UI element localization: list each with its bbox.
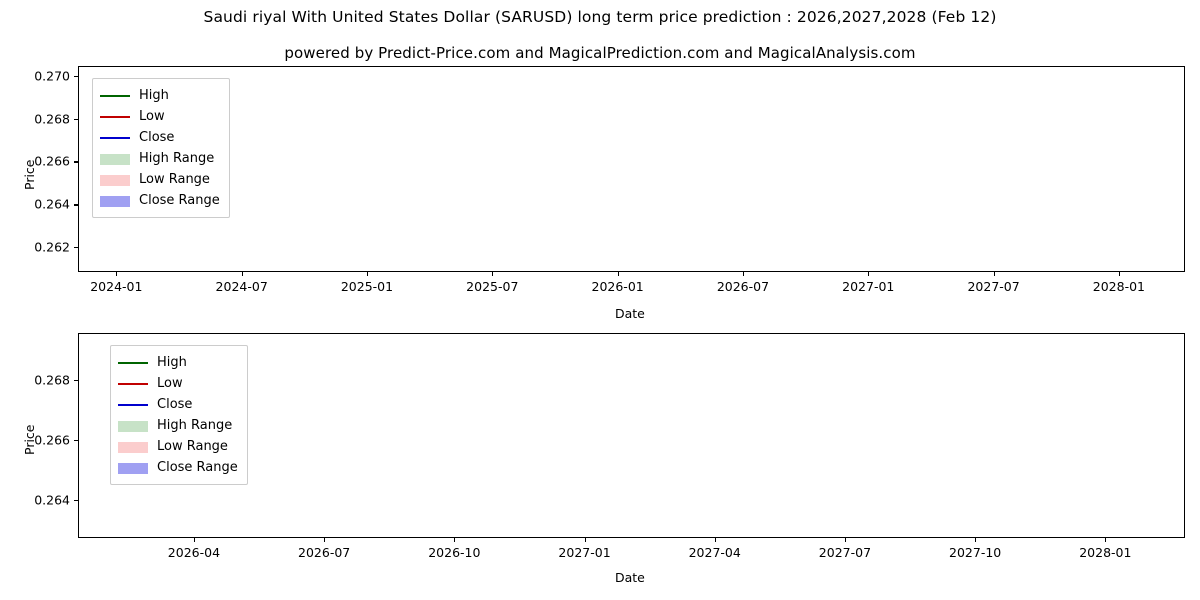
chart-bottom-legend: High Low Close High Range Low Range Close Ran… (110, 345, 248, 485)
legend-item-close: Close (118, 394, 238, 415)
x-axis-tick-label: 2027-01 (558, 545, 611, 560)
x-axis-tick-mark (241, 272, 243, 276)
legend-label: Low Range (139, 172, 210, 187)
x-axis-tick-mark (324, 538, 326, 542)
chart-bottom-ylabel: Price (22, 424, 37, 456)
legend-line-swatch (118, 356, 148, 370)
x-axis-tick-label: 2026-10 (428, 545, 481, 560)
x-axis-tick-mark (742, 272, 745, 276)
legend-label: Close (139, 130, 175, 145)
chart-bottom-frame (78, 333, 1185, 538)
legend-line-swatch (100, 110, 130, 124)
y-axis-tick-mark (74, 118, 78, 120)
legend-line-swatch (118, 377, 148, 391)
legend-label: Close Range (157, 460, 238, 475)
page-title: Saudi riyal With United States Dollar (S… (203, 8, 997, 26)
legend-item-low-range: Low Range (100, 169, 220, 190)
x-axis-tick-mark (193, 538, 196, 542)
y-axis-tick-label: 0.266 (34, 432, 70, 448)
legend-item-close-range: Close Range (118, 457, 238, 478)
x-axis-tick-mark (454, 538, 456, 542)
x-axis-tick-label: 2027-01 (842, 279, 895, 294)
legend-patch-swatch (118, 440, 148, 454)
legend-patch-swatch (118, 419, 148, 433)
legend-item-high: High (100, 85, 220, 106)
x-axis-tick-label: 2027-07 (818, 545, 872, 560)
x-axis-tick-mark (844, 538, 847, 542)
legend-label: High (139, 88, 169, 103)
y-axis-tick-mark (74, 500, 78, 502)
y-axis-tick-label: 0.270 (34, 68, 70, 84)
y-axis-tick-label: 0.262 (34, 239, 70, 255)
legend-label: High Range (139, 151, 215, 166)
y-axis-tick-label: 0.264 (34, 492, 70, 508)
legend-line-swatch (100, 131, 130, 145)
legend-label: Low Range (157, 439, 228, 454)
y-axis-tick-mark (74, 379, 78, 381)
y-axis-tick-mark (74, 204, 78, 206)
y-axis-tick-label: 0.264 (34, 196, 70, 212)
x-axis-tick-label: 2026-07 (298, 545, 351, 560)
chart-top-xlabel: Date (615, 306, 645, 321)
legend-item-low: Low (118, 373, 238, 394)
legend-label: Close (157, 397, 193, 412)
x-axis-tick-mark (714, 538, 716, 542)
x-axis-tick-mark (975, 538, 977, 542)
x-axis-tick-label: 2024-07 (215, 279, 268, 294)
legend-item-high-range: High Range (100, 148, 220, 169)
page-subtitle: powered by Predict-Price.com and Magical… (284, 44, 916, 62)
x-axis-tick-label: 2028-01 (1092, 279, 1146, 294)
y-axis-tick-mark (74, 161, 78, 163)
y-axis-tick-label: 0.268 (34, 372, 70, 388)
x-axis-tick-label: 2025-07 (466, 279, 519, 294)
chart-top: Predict-Price.comPredict-Price.comPredic… (78, 66, 1185, 272)
chart-bottom-xlabel: Date (615, 570, 645, 585)
chart-top-ylabel: Price (22, 159, 37, 191)
legend-item-low-range: Low Range (118, 436, 238, 457)
y-axis-tick-mark (74, 75, 78, 77)
x-axis-tick-mark (617, 272, 619, 276)
x-axis-tick-label: 2027-07 (967, 279, 1020, 294)
x-axis-tick-label: 2027-04 (688, 545, 741, 560)
legend-patch-swatch (100, 173, 130, 187)
x-axis-tick-label: 2027-10 (949, 545, 1002, 560)
x-axis-tick-mark (868, 272, 870, 276)
x-axis-tick-mark (492, 272, 494, 276)
x-axis-tick-label: 2026-04 (167, 545, 221, 560)
x-axis-tick-label: 2028-01 (1079, 545, 1132, 560)
legend-line-swatch (118, 398, 148, 412)
x-axis-tick-mark (116, 272, 118, 276)
legend-label: Close Range (139, 193, 220, 208)
x-axis-tick-mark (584, 538, 586, 542)
legend-patch-swatch (100, 152, 130, 166)
legend-patch-swatch (100, 194, 130, 208)
chart-top-frame (78, 66, 1185, 272)
x-axis-tick-label: 2026-07 (716, 279, 770, 294)
legend-item-high: High (118, 352, 238, 373)
legend-line-swatch (100, 89, 130, 103)
x-axis-tick-mark (1105, 538, 1107, 542)
y-axis-tick-label: 0.266 (34, 153, 70, 169)
x-axis-tick-label: 2026-01 (591, 279, 644, 294)
legend-label: Low (139, 109, 165, 124)
x-axis-tick-label: 2025-01 (340, 279, 394, 294)
legend-label: Low (157, 376, 183, 391)
y-axis-tick-mark (74, 247, 78, 249)
legend-label: High (157, 355, 187, 370)
y-axis-tick-mark (74, 440, 78, 442)
legend-patch-swatch (118, 461, 148, 475)
legend-item-high-range: High Range (118, 415, 238, 436)
legend-item-low: Low (100, 106, 220, 127)
legend-item-close-range: Close Range (100, 190, 220, 211)
x-axis-tick-label: 2024-01 (90, 279, 143, 294)
x-axis-tick-mark (993, 272, 995, 276)
legend-item-close: Close (100, 127, 220, 148)
x-axis-tick-mark (366, 272, 369, 276)
x-axis-tick-mark (1118, 272, 1120, 276)
legend-label: High Range (157, 418, 233, 433)
y-axis-tick-label: 0.268 (34, 111, 70, 127)
chart-top-legend: High Low Close High Range Low Range Close Ran… (92, 78, 230, 218)
